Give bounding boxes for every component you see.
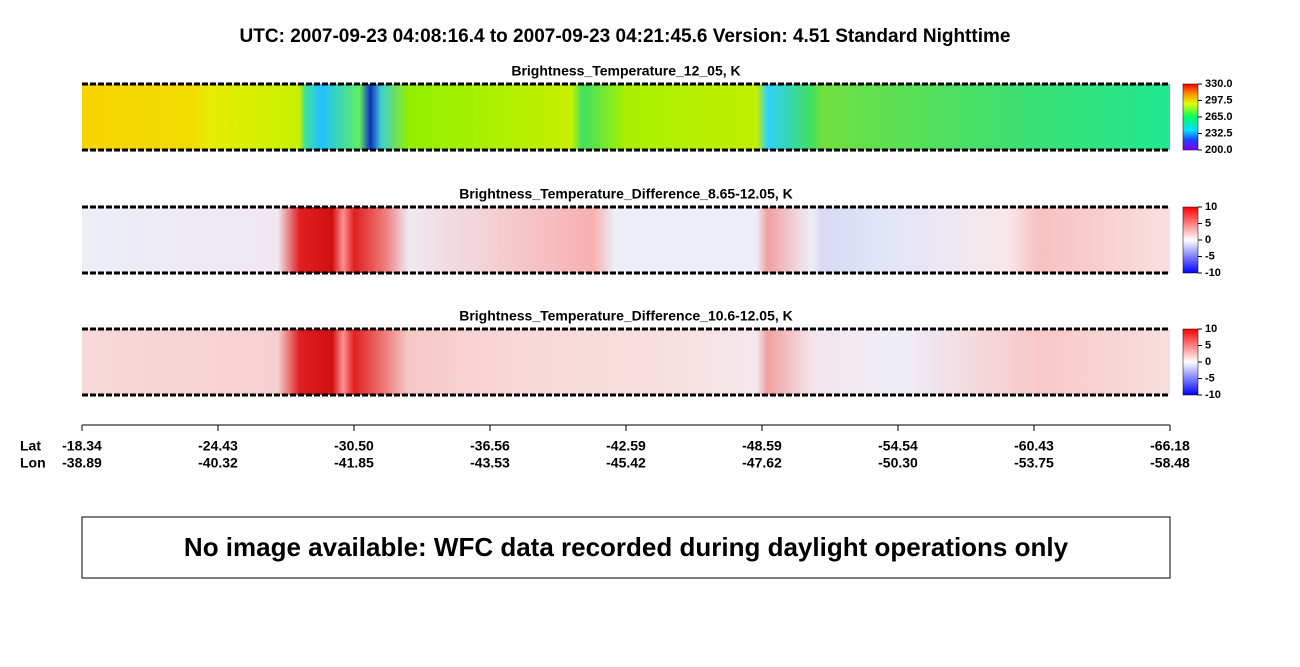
lon-tick-label: -47.62 (742, 455, 782, 471)
lon-tick-label: -41.85 (334, 455, 374, 471)
colorbar (1182, 206, 1199, 274)
lat-tick-label: -60.43 (1014, 438, 1054, 454)
colorbar-tick-label: 297.5 (1205, 94, 1233, 106)
colorbar-tick-label: -10 (1205, 389, 1221, 401)
colorbar-tick-label: 5 (1205, 217, 1211, 229)
colorbar-tick-label: 5 (1205, 339, 1211, 351)
lon-tick-label: -43.53 (470, 455, 510, 471)
lat-tick-label: -54.54 (878, 438, 918, 454)
panel-title: Brightness_Temperature_Difference_10.6-1… (459, 308, 793, 324)
lat-tick-label: -48.59 (742, 438, 782, 454)
lat-tick-label: -42.59 (606, 438, 646, 454)
colorbar-tick-label: 265.0 (1205, 111, 1233, 123)
panel-title: Brightness_Temperature_Difference_8.65-1… (459, 186, 793, 202)
lon-tick-label: -53.75 (1014, 455, 1054, 471)
image-strip (82, 84, 1170, 150)
lon-label: Lon (20, 455, 46, 471)
page-title: UTC: 2007-09-23 04:08:16.4 to 2007-09-23… (240, 26, 1011, 47)
colorbar (1182, 328, 1199, 396)
lon-tick-label: -40.32 (198, 455, 238, 471)
message-box (81, 516, 1171, 579)
lon-tick-label: -38.89 (62, 455, 102, 471)
colorbar-tick-label: 200.0 (1205, 144, 1233, 156)
colorbar-tick-label: 10 (1205, 201, 1217, 213)
lat-tick-label: -36.56 (470, 438, 510, 454)
colorbar-tick-label: 232.5 (1205, 127, 1233, 139)
message: No image available: WFC data recorded du… (184, 532, 1069, 562)
lon-tick-label: -50.30 (878, 455, 918, 471)
colorbar-tick-label: 330.0 (1205, 78, 1233, 90)
colorbar-tick-label: -10 (1205, 267, 1221, 279)
lon-tick-label: -58.48 (1150, 455, 1190, 471)
colorbar (1182, 83, 1199, 151)
lat-label: Lat (20, 438, 41, 454)
lat-tick-label: -24.43 (198, 438, 238, 454)
image-strip (82, 207, 1170, 273)
colorbar-tick-label: -5 (1205, 250, 1215, 262)
colorbar-tick-label: 0 (1205, 356, 1211, 368)
colorbar-tick-label: -5 (1205, 372, 1215, 384)
image-strip (82, 329, 1170, 395)
lat-tick-label: -18.34 (62, 438, 102, 454)
lon-tick-label: -45.42 (606, 455, 646, 471)
lat-tick-label: -66.18 (1150, 438, 1190, 454)
panel-title: Brightness_Temperature_12_05, K (511, 63, 740, 79)
colorbar-tick-label: 0 (1205, 234, 1211, 246)
colorbar-tick-label: 10 (1205, 323, 1217, 335)
lat-tick-label: -30.50 (334, 438, 374, 454)
